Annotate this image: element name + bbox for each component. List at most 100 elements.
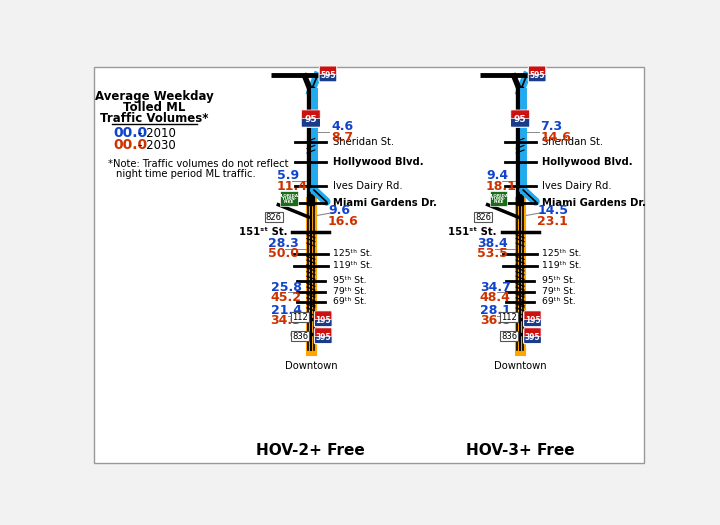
FancyBboxPatch shape [319, 67, 337, 82]
Text: 9.4: 9.4 [486, 169, 508, 182]
Text: 112: 112 [292, 312, 308, 322]
Text: FLORIDA: FLORIDA [488, 194, 508, 198]
Text: 125ᵗʰ St.: 125ᵗʰ St. [333, 249, 372, 258]
FancyBboxPatch shape [523, 329, 541, 344]
Text: 8.7: 8.7 [331, 131, 353, 144]
Text: 195: 195 [315, 316, 331, 324]
FancyBboxPatch shape [490, 191, 508, 206]
Text: 28.1: 28.1 [480, 303, 510, 317]
Text: PIKE: PIKE [493, 201, 504, 204]
Text: 119ᵗʰ St.: 119ᵗʰ St. [542, 261, 581, 270]
Text: PIKE: PIKE [284, 201, 294, 204]
Text: HOV-3+ Free: HOV-3+ Free [466, 443, 575, 458]
FancyBboxPatch shape [523, 312, 541, 327]
Text: Traffic Volumes*: Traffic Volumes* [100, 111, 209, 124]
Text: 36.8: 36.8 [480, 314, 510, 328]
FancyBboxPatch shape [315, 311, 332, 319]
Text: 69ᵗʰ St.: 69ᵗʰ St. [542, 297, 575, 306]
Text: 112: 112 [501, 312, 517, 322]
FancyBboxPatch shape [291, 331, 309, 341]
Text: 836: 836 [501, 332, 518, 341]
Text: Hollywood Blvd.: Hollywood Blvd. [333, 156, 423, 166]
FancyBboxPatch shape [500, 312, 518, 322]
Text: 151ˢᵗ St.: 151ˢᵗ St. [239, 227, 287, 237]
FancyBboxPatch shape [500, 331, 518, 341]
Text: 21.4: 21.4 [271, 303, 302, 317]
Text: Miami Gardens Dr.: Miami Gardens Dr. [333, 198, 436, 208]
Text: Hollywood Blvd.: Hollywood Blvd. [542, 156, 632, 166]
FancyBboxPatch shape [291, 312, 309, 322]
Text: 50.0: 50.0 [269, 247, 300, 260]
FancyBboxPatch shape [94, 67, 644, 464]
Text: 95: 95 [305, 116, 318, 124]
FancyBboxPatch shape [528, 66, 546, 75]
Text: 95ᵗʰ St.: 95ᵗʰ St. [542, 276, 575, 286]
Text: - 2030: - 2030 [138, 139, 176, 152]
Text: - 2010: - 2010 [138, 127, 176, 140]
FancyBboxPatch shape [524, 328, 541, 337]
FancyBboxPatch shape [265, 212, 282, 222]
Text: 38.4: 38.4 [477, 237, 508, 250]
Text: 28.3: 28.3 [269, 237, 299, 250]
Text: HOV-2+ Free: HOV-2+ Free [256, 443, 365, 458]
FancyBboxPatch shape [315, 329, 332, 344]
Text: Ives Dairy Rd.: Ives Dairy Rd. [333, 181, 402, 191]
Text: TURN-: TURN- [282, 197, 297, 201]
Text: 595: 595 [320, 71, 336, 80]
Text: 14.5: 14.5 [537, 204, 568, 217]
Text: FLORIDA: FLORIDA [279, 194, 300, 198]
FancyBboxPatch shape [474, 212, 492, 222]
Text: 00.0: 00.0 [113, 139, 148, 152]
Text: Sheridan St.: Sheridan St. [333, 138, 394, 148]
FancyBboxPatch shape [528, 67, 546, 82]
Text: 195: 195 [525, 316, 540, 324]
FancyBboxPatch shape [315, 312, 332, 327]
Text: 95: 95 [514, 116, 526, 124]
Text: 5.9: 5.9 [276, 169, 299, 182]
Text: 95ᵗʰ St.: 95ᵗʰ St. [333, 276, 366, 286]
FancyBboxPatch shape [510, 110, 529, 119]
Text: 79ᵗʰ St.: 79ᵗʰ St. [333, 287, 366, 296]
Text: 125ᵗʰ St.: 125ᵗʰ St. [542, 249, 581, 258]
Text: Sheridan St.: Sheridan St. [542, 138, 603, 148]
Text: Average Weekday: Average Weekday [95, 90, 214, 103]
Text: Tolled ML: Tolled ML [123, 101, 186, 114]
Text: 595: 595 [529, 71, 545, 80]
Text: 9.6: 9.6 [328, 204, 350, 217]
Text: 7.3: 7.3 [540, 120, 562, 133]
FancyBboxPatch shape [315, 328, 332, 337]
Text: 23.1: 23.1 [537, 215, 568, 228]
FancyBboxPatch shape [524, 311, 541, 319]
Text: 11.4: 11.4 [276, 180, 307, 193]
FancyBboxPatch shape [510, 111, 530, 127]
Text: 48.4: 48.4 [480, 291, 510, 304]
FancyBboxPatch shape [280, 191, 298, 206]
Text: night time period ML traffic.: night time period ML traffic. [117, 169, 256, 179]
Text: 18.1: 18.1 [486, 180, 517, 193]
Text: Downtown: Downtown [494, 361, 546, 371]
Text: *Note: Traffic volumes do not reflect: *Note: Traffic volumes do not reflect [108, 159, 288, 169]
FancyBboxPatch shape [320, 66, 336, 75]
Text: 4.6: 4.6 [331, 120, 353, 133]
FancyBboxPatch shape [301, 111, 320, 127]
Text: 79ᵗʰ St.: 79ᵗʰ St. [542, 287, 575, 296]
Text: 395: 395 [315, 333, 331, 342]
Text: 45.2: 45.2 [271, 291, 302, 304]
Text: 25.8: 25.8 [271, 280, 302, 293]
Text: 00.0: 00.0 [113, 126, 148, 140]
Text: 69ᵗʰ St.: 69ᵗʰ St. [333, 297, 366, 306]
Text: 53.5: 53.5 [477, 247, 508, 260]
Text: Miami Gardens Dr.: Miami Gardens Dr. [542, 198, 646, 208]
Text: Ives Dairy Rd.: Ives Dairy Rd. [542, 181, 611, 191]
Text: 119ᵗʰ St.: 119ᵗʰ St. [333, 261, 372, 270]
Text: 14.6: 14.6 [540, 131, 571, 144]
Text: 34.7: 34.7 [480, 280, 510, 293]
Text: 16.6: 16.6 [328, 215, 359, 228]
Text: Downtown: Downtown [284, 361, 337, 371]
Text: 395: 395 [525, 333, 540, 342]
FancyBboxPatch shape [302, 110, 320, 119]
Text: 826: 826 [266, 213, 282, 222]
Text: 151ˢᵗ St.: 151ˢᵗ St. [449, 227, 497, 237]
Text: 836: 836 [292, 332, 308, 341]
Text: TURN-: TURN- [491, 197, 505, 201]
